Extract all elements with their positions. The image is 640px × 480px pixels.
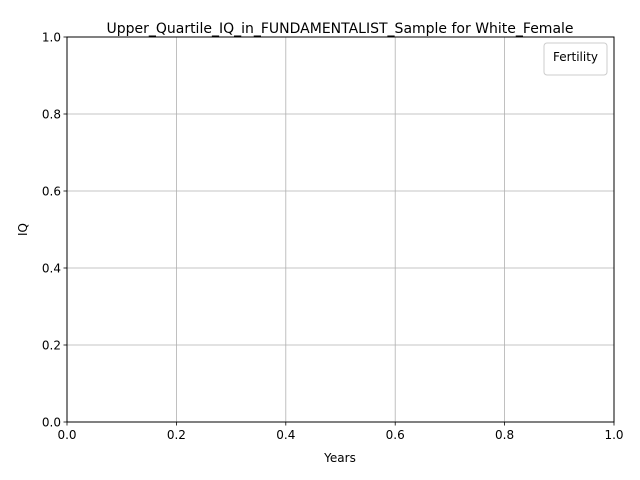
y-tick-label: 0.8 xyxy=(42,108,61,122)
x-tick-label: 0.6 xyxy=(386,428,405,442)
x-tick-label: 0.4 xyxy=(276,428,295,442)
x-axis-label: Years xyxy=(323,451,356,465)
y-axis-label: IQ xyxy=(16,223,30,236)
plot-frame xyxy=(66,36,615,423)
x-tick-label: 0.2 xyxy=(167,428,186,442)
y-tick-label: 1.0 xyxy=(42,31,61,45)
x-axis: 0.0 0.2 0.4 0.6 0.8 1.0 xyxy=(57,422,624,442)
chart-title: Upper_Quartile_IQ_in_FUNDAMENTALIST_Samp… xyxy=(106,21,573,37)
x-tick-label: 0.8 xyxy=(495,428,514,442)
legend-box xyxy=(543,42,608,76)
y-tick-label: 0.2 xyxy=(42,339,61,353)
y-tick-label: 0.0 xyxy=(42,416,61,430)
x-tick-label: 0.0 xyxy=(57,428,76,442)
legend-title: Fertility xyxy=(553,50,598,64)
y-tick-label: 0.4 xyxy=(42,262,61,276)
y-tick-label: 0.6 xyxy=(42,185,61,199)
y-axis: 0.0 0.2 0.4 0.6 0.8 1.0 xyxy=(42,31,67,430)
legend: Fertility xyxy=(543,42,608,76)
x-tick-label: 1.0 xyxy=(604,428,623,442)
grid-lines xyxy=(66,36,615,423)
